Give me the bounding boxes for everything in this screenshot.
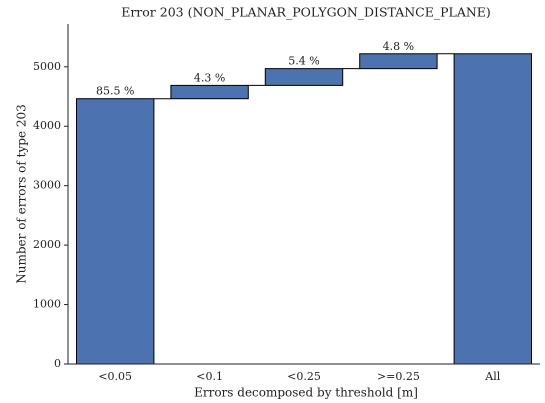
- y-tick-label: 1000: [33, 298, 61, 311]
- x-tick-label: >=0.25: [377, 370, 420, 383]
- value-label: 5.4 %: [288, 55, 319, 68]
- chart-title: Error 203 (NON_PLANAR_POLYGON_DISTANCE_P…: [121, 5, 491, 20]
- y-axis-label: Number of errors of type 203: [15, 104, 29, 284]
- value-label: 4.8 %: [383, 40, 414, 53]
- bar: [75, 98, 155, 365]
- y-tick-label: 0: [54, 357, 61, 370]
- x-tick-label: All: [484, 370, 500, 383]
- value-label: 4.3 %: [194, 71, 225, 84]
- x-axis-label: Errors decomposed by threshold [m]: [194, 386, 418, 400]
- y-tick-label: 2000: [33, 238, 61, 251]
- x-tick-label: <0.1: [196, 370, 223, 383]
- bar: [453, 53, 533, 365]
- y-tick-label: 5000: [33, 60, 61, 73]
- bar: [170, 84, 249, 100]
- bar: [359, 53, 438, 70]
- y-tick-label: 4000: [33, 119, 61, 132]
- x-tick-label: <0.05: [98, 370, 132, 383]
- bar: [264, 68, 344, 86]
- value-label: 85.5 %: [96, 85, 134, 98]
- x-tick-label: <0.25: [287, 370, 321, 383]
- y-tick-label: 3000: [33, 179, 61, 192]
